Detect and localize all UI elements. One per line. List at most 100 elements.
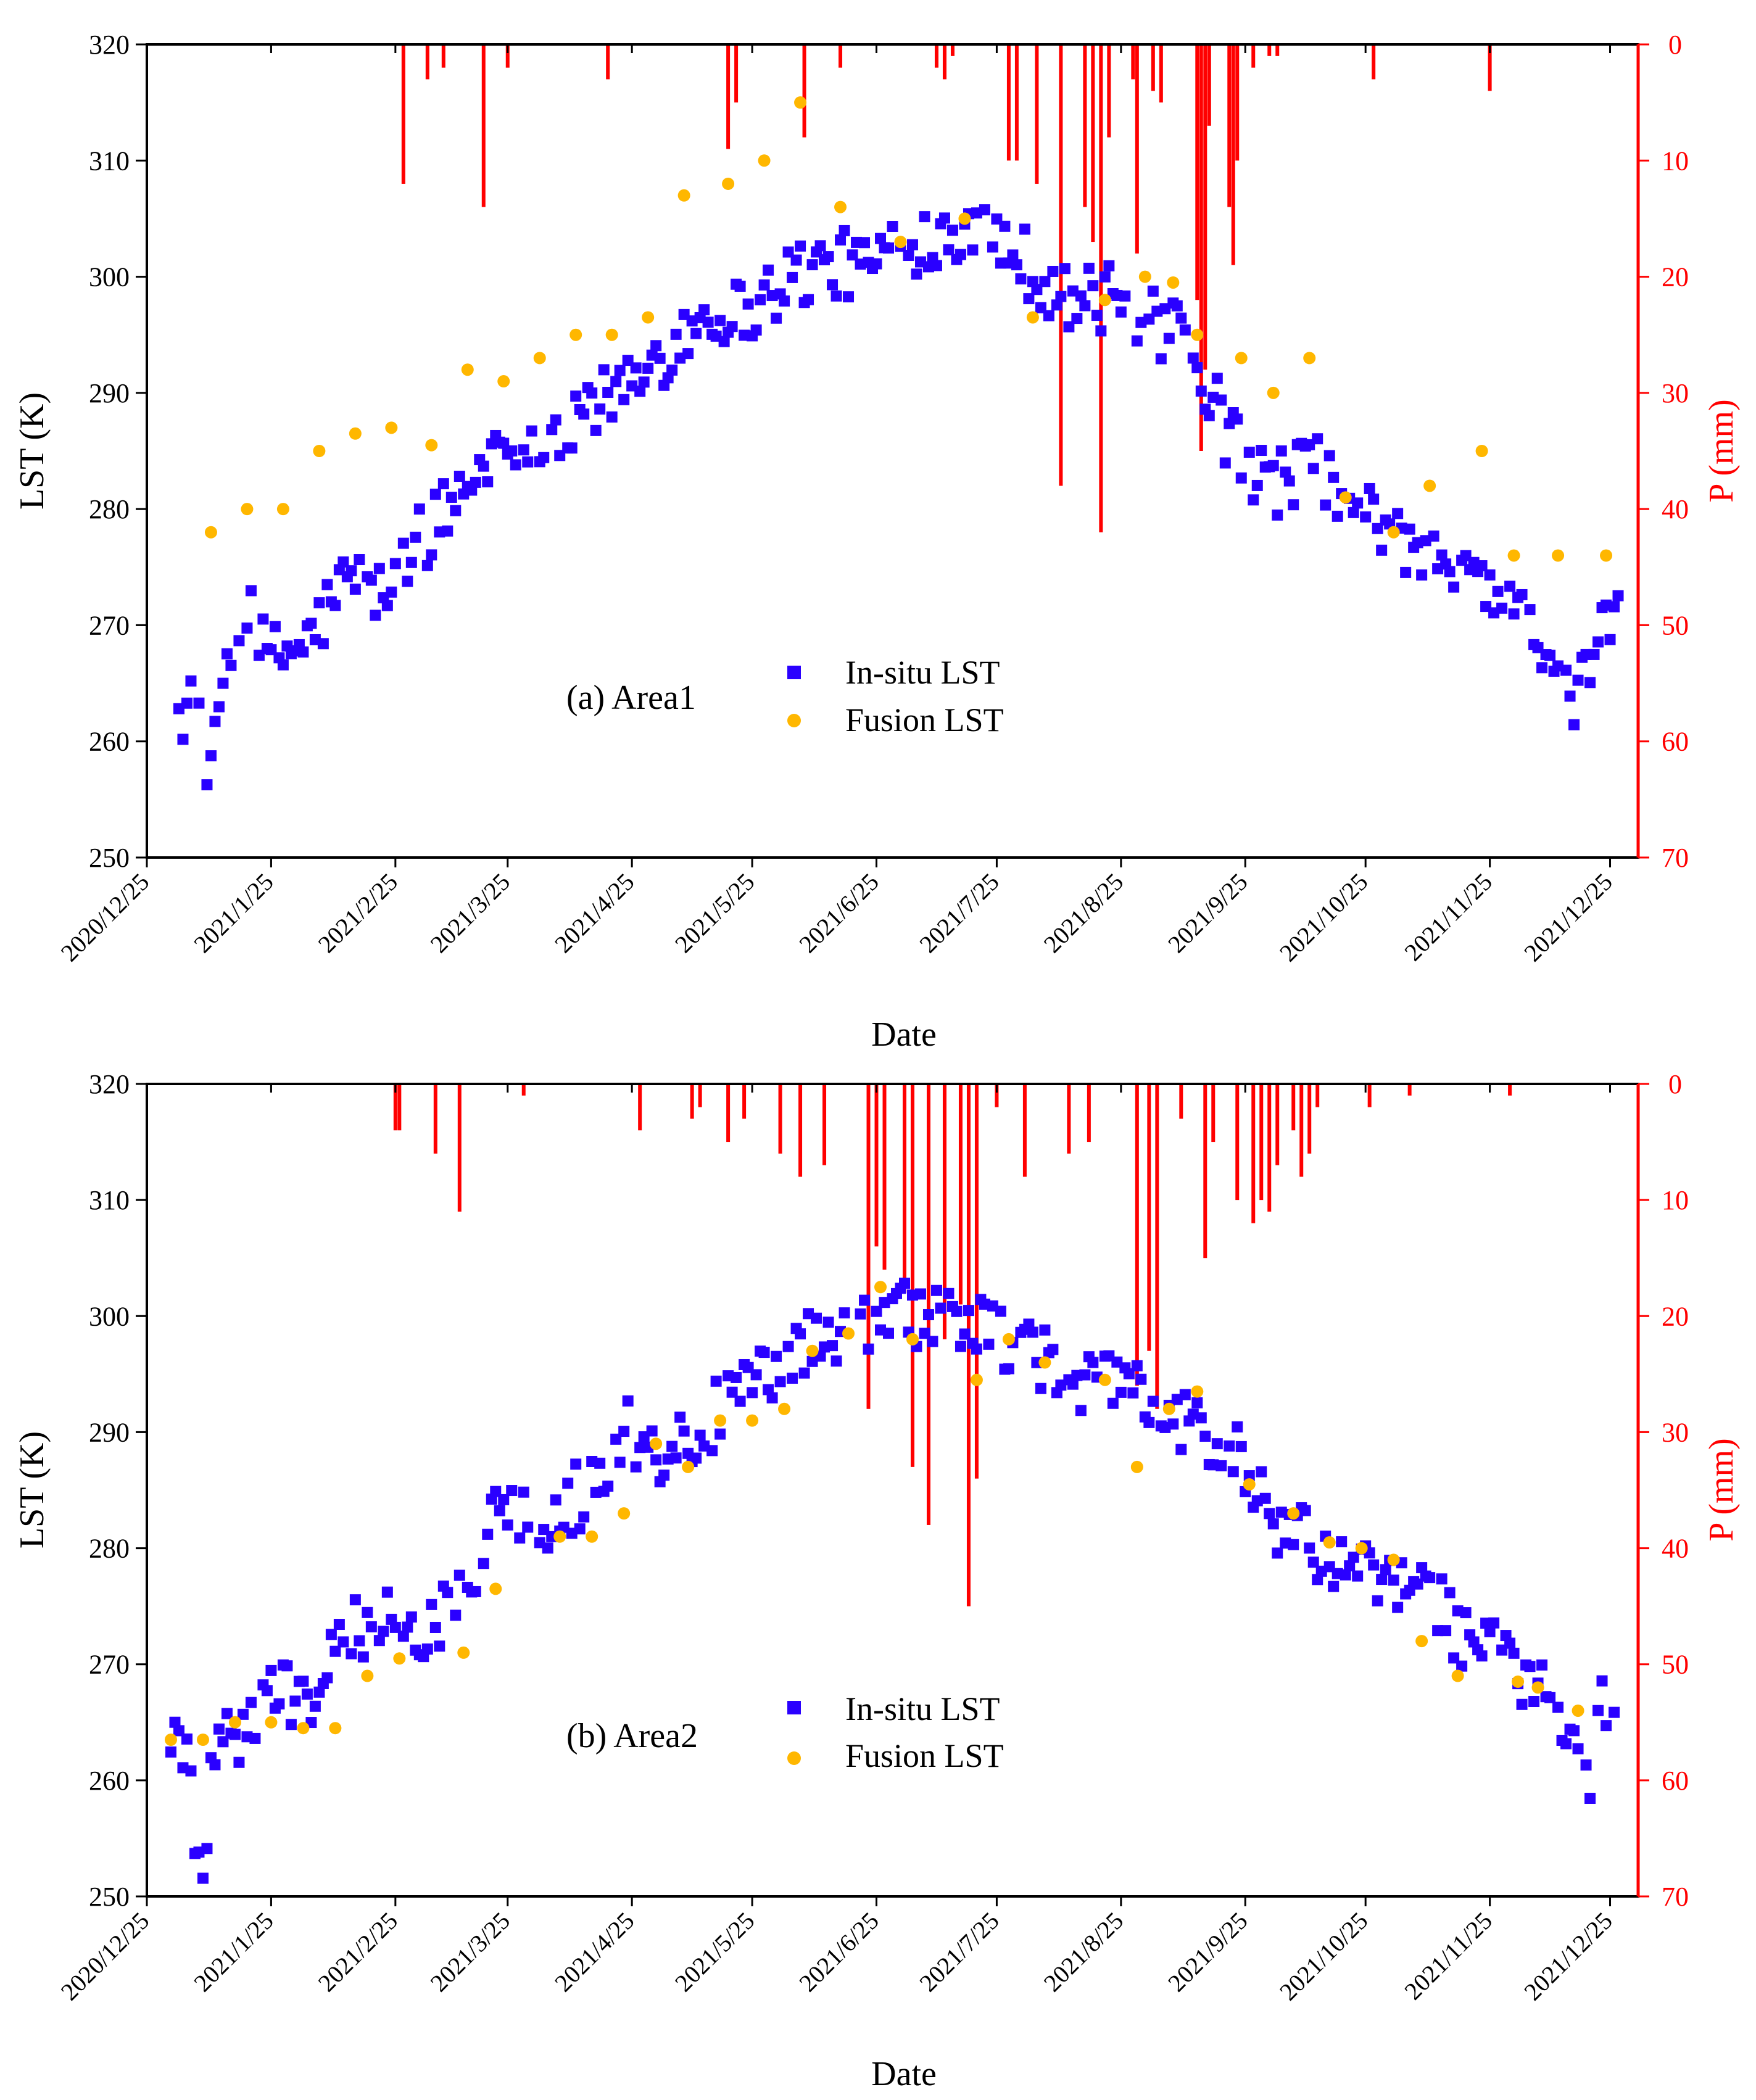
in-situ-point [213, 1723, 225, 1735]
in-situ-point [1528, 1696, 1540, 1708]
fusion-points [164, 1281, 1584, 1747]
in-situ-point [1508, 1647, 1520, 1659]
precip-bar [1014, 44, 1019, 161]
precip-bar [910, 1084, 914, 1467]
in-situ-point [1560, 1738, 1572, 1750]
in-situ-point [798, 1367, 810, 1379]
in-situ-point [758, 279, 770, 291]
in-situ-point [938, 212, 950, 224]
right-tick-label: 70 [1662, 1882, 1689, 1912]
in-situ-point [305, 618, 317, 629]
precip-bar [481, 44, 486, 207]
fusion-point [489, 1582, 502, 1595]
fusion-point [1415, 1635, 1428, 1648]
in-situ-point [362, 1606, 373, 1618]
in-situ-point [378, 1626, 389, 1637]
in-situ-point [755, 294, 766, 305]
right-tick-label: 10 [1662, 1185, 1689, 1215]
in-situ-point [165, 1746, 176, 1758]
in-situ-point [859, 1294, 871, 1306]
fusion-point [228, 1716, 241, 1729]
in-situ-point [297, 1676, 309, 1687]
in-situ-point [811, 1312, 822, 1324]
in-situ-point [1416, 1562, 1428, 1574]
in-situ-point [1331, 510, 1343, 522]
in-situ-point [658, 1470, 670, 1481]
in-situ-point [955, 249, 966, 260]
in-situ-point [1243, 446, 1255, 458]
x-tick-label: 2021/8/25 [1038, 1907, 1129, 1998]
in-situ-point [914, 1288, 926, 1300]
in-situ-point [1251, 479, 1263, 491]
in-situ-point [1248, 494, 1259, 506]
in-situ-point [1416, 569, 1428, 581]
in-situ-point [1572, 1743, 1584, 1755]
in-situ-point [494, 1505, 505, 1516]
in-situ-point [257, 613, 269, 625]
in-situ-point [714, 315, 726, 326]
in-situ-point [453, 1569, 465, 1581]
in-situ-point [1312, 433, 1323, 445]
fusion-point [642, 311, 655, 324]
precip-bar [638, 1084, 642, 1131]
in-situ-point [442, 1587, 453, 1598]
in-situ-point [1059, 263, 1071, 275]
in-situ-point [795, 240, 806, 252]
in-situ-point [1388, 1574, 1399, 1586]
in-situ-point [602, 1480, 614, 1492]
in-situ-point [245, 1697, 257, 1708]
precip-bar [401, 44, 405, 184]
in-situ-point [233, 635, 245, 647]
in-situ-point [967, 244, 979, 256]
fusion-point [276, 503, 289, 516]
in-situ-point [883, 1328, 895, 1339]
in-situ-point [771, 1350, 782, 1362]
in-situ-point [787, 271, 798, 283]
in-situ-point [213, 701, 225, 713]
x-tick-label: 2021/12/25 [1518, 868, 1618, 967]
in-situ-point [1340, 1569, 1351, 1581]
x-tick-label: 2021/5/25 [669, 868, 760, 959]
in-situ-point [682, 348, 694, 360]
in-situ-point [309, 1700, 321, 1712]
in-situ-point [209, 716, 221, 727]
in-situ-point [690, 328, 702, 339]
panel-a: 250 260 270 280 290 300 310 320 0 10 20 30 40 50 60 70… [13, 30, 1741, 1054]
fusion-point [1475, 445, 1488, 457]
in-situ-point [943, 244, 955, 255]
in-situ-point [710, 1375, 722, 1387]
fusion-point [1451, 1669, 1464, 1682]
x-tick-label: 2021/7/25 [914, 868, 1004, 959]
in-situ-point [614, 1457, 626, 1468]
in-situ-point [795, 1328, 806, 1340]
y-tick-label: 270 [89, 1650, 130, 1680]
precip-bar [1227, 44, 1232, 207]
x-tick-label: 2020/12/25 [56, 868, 155, 967]
legend-label-fusion: Fusion LST [845, 701, 1004, 738]
in-situ-point [1609, 601, 1620, 613]
in-situ-point [1051, 299, 1062, 311]
in-situ-point [1400, 566, 1412, 578]
in-situ-point [922, 1309, 934, 1321]
precip-bar [1267, 44, 1272, 56]
in-situ-point [373, 1635, 385, 1647]
in-situ-point [421, 1643, 433, 1655]
precip-bar [1131, 44, 1135, 80]
in-situ-point [1444, 1587, 1456, 1598]
in-situ-point [951, 1305, 963, 1317]
in-situ-point [827, 279, 839, 291]
in-situ-point [410, 531, 421, 543]
x-ticks: 2020/12/25 2021/1/25 2021/2/25 2021/3/25 202… [56, 44, 1618, 967]
legend-label-in-situ: In-situ LST [845, 1690, 1000, 1727]
in-situ-point [578, 1511, 590, 1523]
in-situ-point [1368, 1559, 1380, 1571]
legend-marker-in-situ [787, 1701, 801, 1714]
precip-bar [1259, 1084, 1264, 1201]
in-situ-point [285, 1719, 297, 1730]
precip-bar [926, 1084, 930, 1525]
in-situ-point [1203, 410, 1215, 421]
in-situ-point [1219, 457, 1231, 469]
in-situ-point [698, 304, 710, 316]
right-tick-label: 30 [1662, 378, 1689, 408]
in-situ-point [1267, 1518, 1279, 1530]
